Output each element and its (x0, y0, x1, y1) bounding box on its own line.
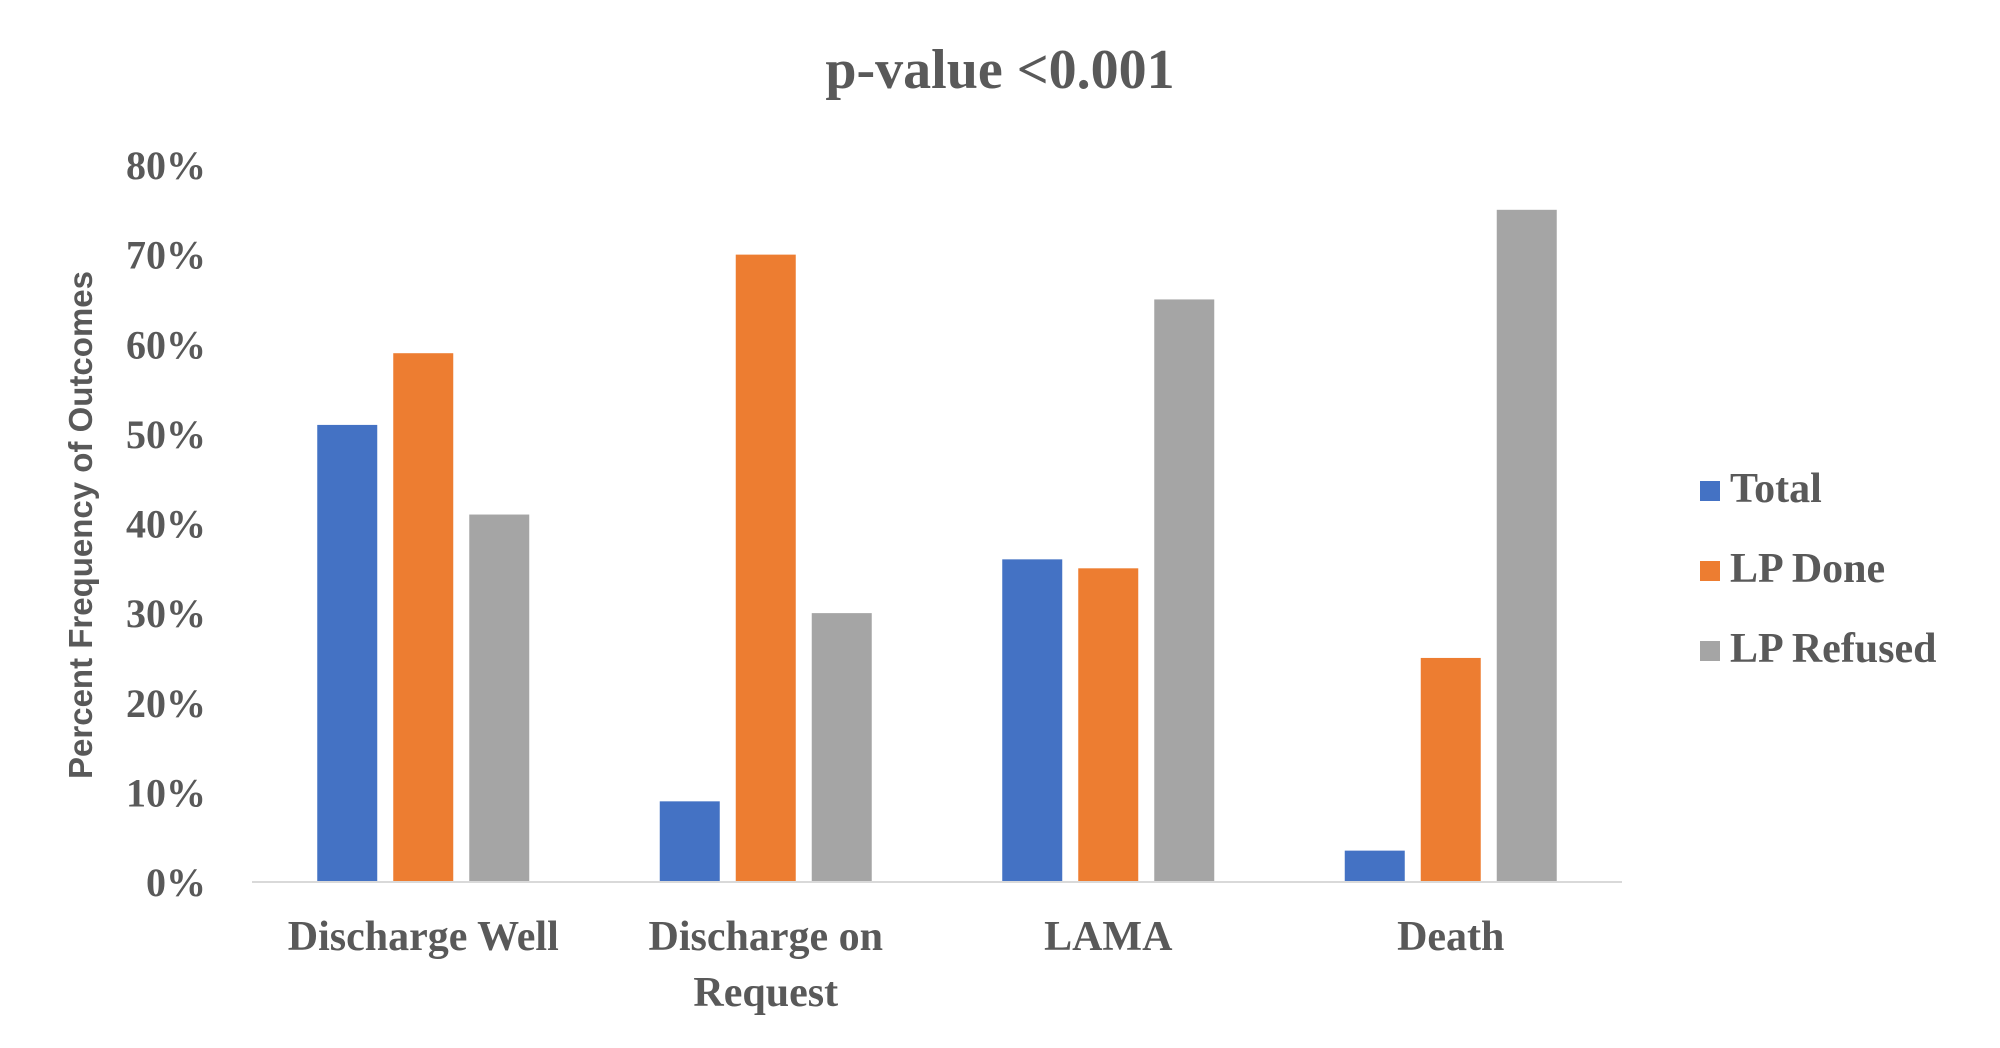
x-category-label: Discharge Well (288, 914, 559, 960)
bar-lp-done (1420, 657, 1481, 882)
y-tick-label: 40% (126, 502, 206, 547)
x-category-label: LAMA (1044, 914, 1173, 960)
legend-swatch (1700, 561, 1720, 581)
y-tick-label: 10% (126, 770, 206, 815)
legend-label: LP Done (1730, 546, 1885, 592)
bar-total (317, 424, 378, 882)
bar-total (1344, 850, 1405, 882)
y-tick-label: 50% (126, 412, 206, 457)
chart-title: p-value <0.001 (825, 39, 1174, 101)
bar-total (1002, 559, 1063, 882)
y-tick-label: 0% (146, 860, 206, 905)
legend-swatch (1700, 641, 1720, 661)
bars (317, 209, 1557, 882)
legend-label: LP Refused (1730, 626, 1937, 672)
x-axis-category-labels: Discharge Well Discharge on Request LAMA Dea… (288, 914, 1505, 1016)
y-tick-label: 60% (126, 322, 206, 367)
legend-swatch (1700, 481, 1720, 501)
bar-lp-refused (1496, 209, 1557, 882)
y-axis-label: Percent Frequency of Outcomes (62, 271, 99, 779)
y-tick-label: 30% (126, 591, 206, 636)
bar-lp-refused (811, 613, 872, 882)
x-category-label: Death (1397, 914, 1504, 960)
bar-lp-refused (1154, 299, 1215, 882)
x-category-label: Discharge on (649, 914, 884, 960)
y-tick-label: 70% (126, 233, 206, 278)
x-category-label: Request (693, 970, 838, 1016)
y-axis-ticks: 0% 10% 20% 30% 40% 50% 60% 70% 80% (126, 143, 206, 905)
bar-lp-refused (469, 514, 530, 882)
bar-lp-done (735, 254, 796, 882)
y-tick-label: 20% (126, 681, 206, 726)
bar-lp-done (1078, 568, 1139, 882)
bar-total (659, 801, 720, 882)
legend-label: Total (1730, 466, 1822, 512)
legend: Total LP Done LP Refused (1700, 466, 1937, 672)
bar-lp-done (393, 353, 454, 882)
y-tick-label: 80% (126, 143, 206, 188)
